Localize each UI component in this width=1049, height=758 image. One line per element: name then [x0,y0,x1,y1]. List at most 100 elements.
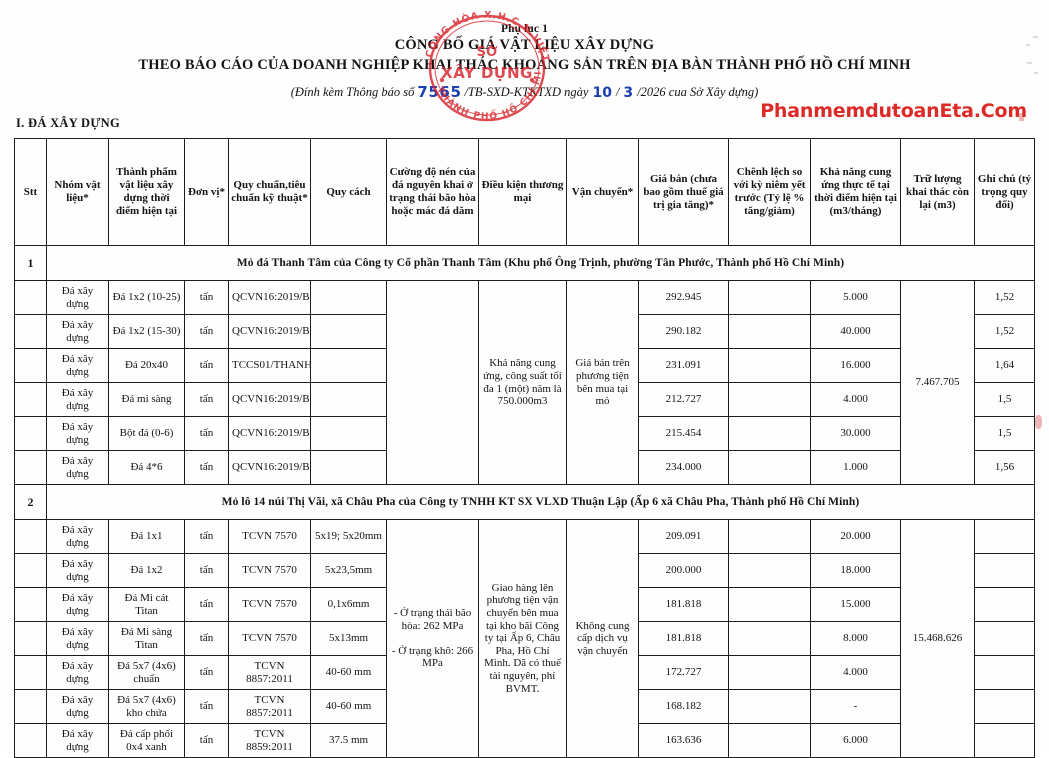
cell-material-group: Đá xây dựng [46,689,109,724]
reference-suffix: /2026 cua Sở Xây dựng) [637,85,759,99]
cell-material-group: Đá xây dựng [46,314,109,349]
handwritten-doc-number: 7565 [417,83,462,101]
group-title: Mỏ lô 14 núi Thị Vãi, xã Châu Pha của Cô… [46,484,1035,520]
col-compressive-strength: Cường độ nén của đá nguyên khai ở trạng … [386,138,479,246]
scan-speck [1027,62,1032,64]
cell-trade-condition: Khả năng cung ứng, công suất tối đa 1 (m… [478,280,567,485]
cell-standard: QCVN16:2019/BXD [228,416,311,451]
cell-price: 181.818 [638,587,729,622]
cell-material-group: Đá xây dựng [46,416,109,451]
col-unit: Đơn vị* [184,138,229,246]
cell-note: 1,64 [974,348,1035,383]
reference-prefix: (Đính kèm Thông báo số [290,85,415,99]
cell-unit: tấn [184,382,229,417]
cell-note: 1,5 [974,416,1035,451]
cell-supply-capacity: 18.000 [810,553,901,588]
cell-spec: 5x23,5mm [310,553,387,588]
col-trade-condition: Điều kiện thương mại [478,138,567,246]
cell-price: 215.454 [638,416,729,451]
cell-price: 209.091 [638,519,729,554]
cell-unit: tấn [184,655,229,690]
cell-spec [310,348,387,383]
cell-difference [728,519,811,554]
cell-note: 1,56 [974,450,1035,485]
col-supply-capacity: Khả năng cung ứng thực tế tại thời điểm … [810,138,901,246]
col-standard: Quy chuẩn,tiêu chuẩn kỹ thuật* [228,138,311,246]
cell-material-group: Đá xây dựng [46,382,109,417]
cell-material-group: Đá xây dựng [46,280,109,315]
cell-product: Đá mi sàng [108,382,185,417]
document-reference-line: (Đính kèm Thông báo số 7565/TB-SXD-KTKTXD… [0,84,1049,101]
cell-note [974,689,1035,724]
cell-price: 231.091 [638,348,729,383]
cell-price: 168.182 [638,689,729,724]
cell-stt [14,519,47,554]
cell-standard: TCVN 8859:2011 [228,723,311,758]
cell-supply-capacity: 8.000 [810,621,901,656]
cell-supply-capacity: 4.000 [810,382,901,417]
cell-material-group: Đá xây dựng [46,450,109,485]
cell-unit: tấn [184,416,229,451]
cell-standard: QCVN16:2019/BXD [228,280,311,315]
cell-product: Đá 1x2 (15-30) [108,314,185,349]
cell-note [974,519,1035,554]
cell-difference [728,553,811,588]
cell-supply-capacity: 1.000 [810,450,901,485]
cell-spec: 5x13mm [310,621,387,656]
cell-stt [14,314,47,349]
cell-material-group: Đá xây dựng [46,587,109,622]
cell-note [974,621,1035,656]
cell-spec [310,450,387,485]
cell-price: 212.727 [638,382,729,417]
table-row: Đá xây dựng Đá 1x2 tấn TCVN 7570 5x23,5mm 200… [14,553,1035,588]
document-header: Phụ lục 1 CÔNG BỐ GIÁ VẬT LIỆU XÂY DỰNG … [0,0,1049,101]
cell-price: 172.727 [638,655,729,690]
cell-supply-capacity: 20.000 [810,519,901,554]
col-transport: Vận chuyển* [566,138,639,246]
cell-difference [728,621,811,656]
cell-trade-condition: Giao hàng lên phương tiện vận chuyển bên… [478,519,567,758]
site-watermark: PhanmemdutoanEta.Com [760,100,1027,122]
cell-unit: tấn [184,519,229,554]
cell-price: 163.636 [638,723,729,758]
cell-product: Bột đá (0-6) [108,416,185,451]
appendix-label: Phụ lục 1 [501,23,548,35]
date-slash: / [615,85,620,99]
cell-note [974,587,1035,622]
table-header: Stt Nhóm vật liệu* Thành phẩm vật liệu x… [14,138,1035,246]
table-row: Đá xây dựng Đá 1x1 tấn TCVN 7570 5x19; 5x20m… [14,519,1035,758]
col-price: Giá bán (chưa bao gồm thuế giá trị gia t… [638,138,729,246]
cell-spec [310,314,387,349]
cell-stt [14,723,47,758]
cell-unit: tấn [184,314,229,349]
cell-standard: QCVN16:2019/BXD [228,314,311,349]
cell-spec [310,382,387,417]
cell-product: Đá 20x40 [108,348,185,383]
cell-remaining-reserve: 7.467.705 [900,280,975,485]
cell-stt [14,450,47,485]
cell-supply-capacity: - [810,689,901,724]
cell-stt [14,689,47,724]
document-title-line2: THEO BÁO CÁO CỦA DOANH NGHIỆP KHAI THÁC … [138,57,911,73]
cell-material-group: Đá xây dựng [46,655,109,690]
cell-standard: TCVN 7570 [228,519,311,554]
cell-material-group: Đá xây dựng [46,553,109,588]
cell-note: 1,5 [974,382,1035,417]
cell-spec: 0,1x6mm [310,587,387,622]
scan-speck [1035,415,1042,429]
cell-spec [310,416,387,451]
table-group-row: 1 Mỏ đá Thanh Tâm của Công ty Cổ phần Tha… [14,245,1035,281]
cell-product: Đá 1x1 [108,519,185,554]
cell-unit: tấn [184,553,229,588]
cell-note [974,553,1035,588]
cell-difference [728,280,811,315]
cell-unit: tấn [184,587,229,622]
cell-price: 181.818 [638,621,729,656]
cell-spec [310,280,387,315]
cell-supply-capacity: 4.000 [810,655,901,690]
section-heading: I. ĐÁ XÂY DỰNG [16,116,120,130]
col-note: Ghi chú (tỷ trọng quy đổi) [974,138,1035,246]
table-group-row: 2 Mỏ lô 14 núi Thị Vãi, xã Châu Pha của C… [14,484,1035,520]
table-row: Đá xây dựng Đá 1x2 (15-30) tấn QCVN16:2019/… [14,314,1035,349]
